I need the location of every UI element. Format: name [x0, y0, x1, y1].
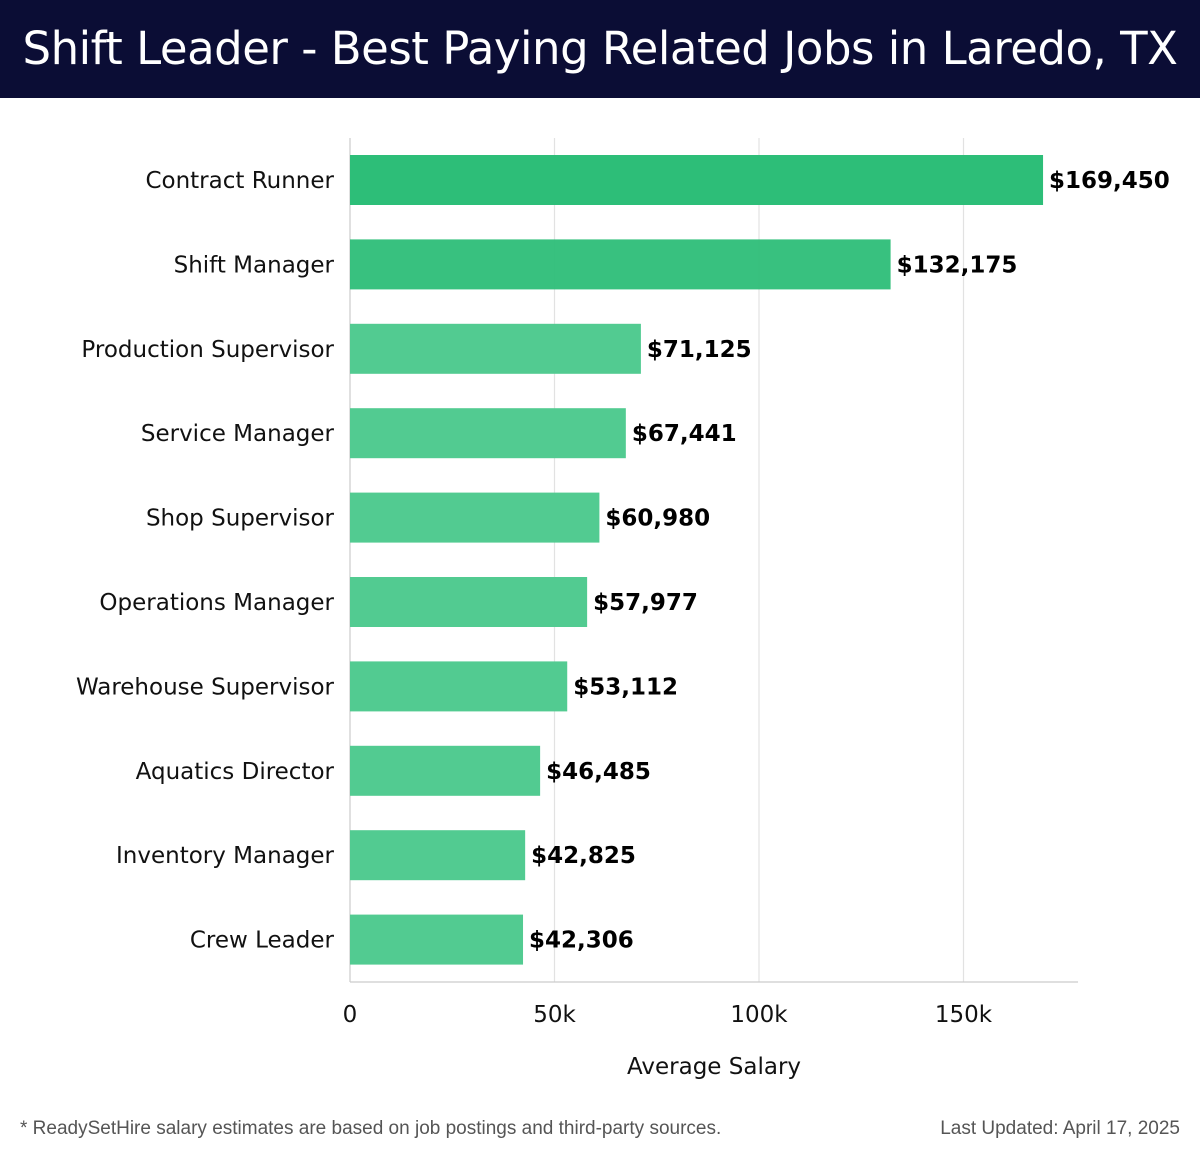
value-label: $46,485: [546, 759, 651, 785]
category-label: Inventory Manager: [116, 843, 335, 869]
bar: [350, 492, 600, 543]
category-label: Aquatics Director: [136, 759, 335, 785]
bar-chart: Contract Runner $169,450 Shift Manager $132…: [76, 138, 1170, 1080]
bar: [350, 408, 626, 459]
value-label: $169,450: [1049, 168, 1170, 194]
bar: [350, 830, 526, 881]
category-label: Contract Runner: [145, 168, 334, 194]
bar: [350, 661, 568, 712]
bar: [350, 577, 588, 627]
value-label: $42,825: [531, 843, 636, 869]
title-banner: Shift Leader - Best Paying Related Jobs …: [0, 0, 1200, 98]
last-updated: Last Updated: April 17, 2025: [940, 1118, 1180, 1139]
category-label: Shift Manager: [174, 252, 335, 278]
value-label: $67,441: [632, 421, 737, 447]
value-label: $42,306: [529, 928, 634, 954]
category-label: Production Supervisor: [81, 337, 334, 363]
x-tick-label: 100k: [730, 1002, 788, 1028]
x-tick-label: 50k: [533, 1002, 576, 1028]
x-tick-label: 150k: [935, 1002, 993, 1028]
category-label: Crew Leader: [190, 928, 335, 954]
category-label: Operations Manager: [99, 590, 334, 616]
value-label: $57,977: [593, 590, 698, 616]
category-label: Warehouse Supervisor: [76, 674, 335, 700]
value-label: $71,125: [647, 337, 752, 363]
bar: [350, 745, 541, 796]
x-axis-title: Average Salary: [627, 1054, 801, 1080]
value-label: $60,980: [605, 506, 710, 532]
category-label: Service Manager: [141, 421, 335, 447]
bar: [350, 323, 641, 374]
bar: [350, 155, 1044, 205]
category-label: Shop Supervisor: [146, 506, 335, 532]
value-label: $53,112: [573, 674, 678, 700]
bar: [350, 239, 891, 290]
bar: [350, 914, 524, 965]
value-label: $132,175: [897, 252, 1018, 278]
footnote: * ReadySetHire salary estimates are base…: [20, 1118, 722, 1139]
x-tick-label: 0: [343, 1002, 358, 1028]
chart-title: Shift Leader - Best Paying Related Jobs …: [22, 22, 1178, 75]
